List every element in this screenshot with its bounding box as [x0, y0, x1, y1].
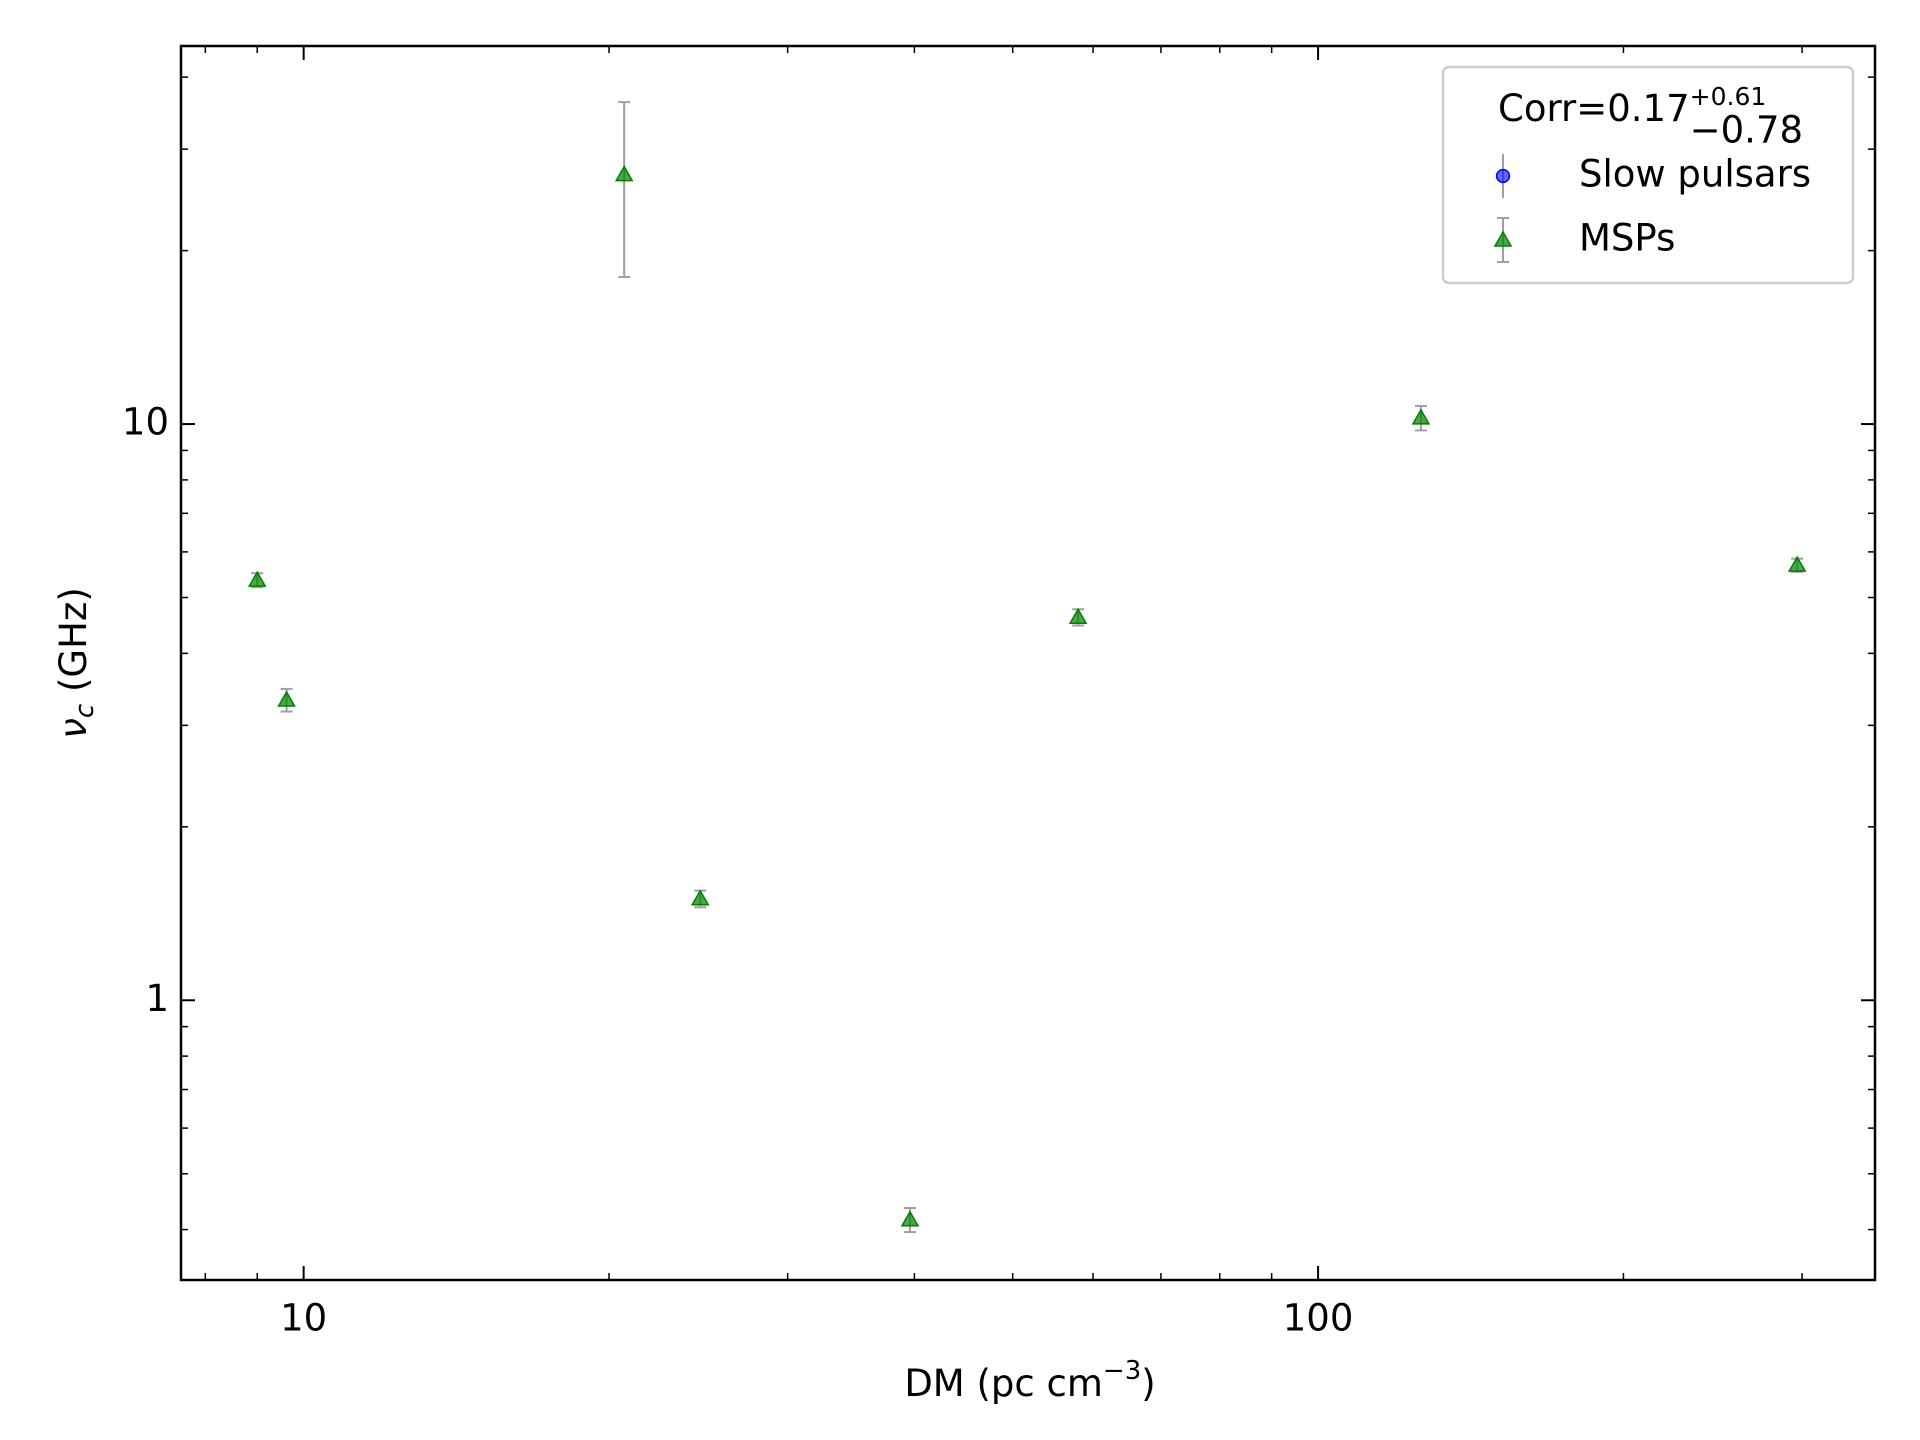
marker — [900, 1210, 920, 1227]
x-tick-label: 10 — [280, 1297, 327, 1340]
y-label-text: ν — [52, 718, 95, 739]
legend-title-main: Corr=0.17 — [1498, 87, 1690, 130]
marker — [614, 165, 634, 182]
x-label-sup: −3 — [1103, 1356, 1141, 1386]
y-label-sub: c — [70, 704, 100, 718]
y-tick-label: 1 — [145, 977, 169, 1020]
x-label-text: DM (pc cm — [904, 1362, 1103, 1405]
marker — [690, 889, 710, 906]
legend-title: Corr=0.17+0.61 — [1498, 82, 1766, 130]
marker — [1787, 555, 1807, 572]
legend-title-lower: −0.78 — [1690, 109, 1803, 152]
x-tick-label: 100 — [1283, 1297, 1354, 1340]
y-tick-label: 10 — [122, 401, 169, 444]
legend-marker — [1493, 230, 1513, 247]
marker — [1068, 607, 1088, 625]
plot-frame — [179, 44, 1877, 1282]
y-axis-label: νc (GHz) — [52, 587, 100, 739]
legend-label: MSPs — [1579, 217, 1675, 260]
legend-marker — [1495, 168, 1511, 184]
x-axis-label: DM (pc cm−3) — [904, 1356, 1155, 1405]
marker — [247, 570, 267, 587]
y-label-end: (GHz) — [52, 587, 95, 704]
marker — [277, 690, 296, 707]
legend-title-upper: +0.61 — [1690, 82, 1767, 111]
legend-label: Slow pulsars — [1579, 153, 1811, 196]
legend-box — [1441, 65, 1855, 285]
marker — [1411, 408, 1431, 425]
x-label-end: ) — [1141, 1362, 1155, 1405]
